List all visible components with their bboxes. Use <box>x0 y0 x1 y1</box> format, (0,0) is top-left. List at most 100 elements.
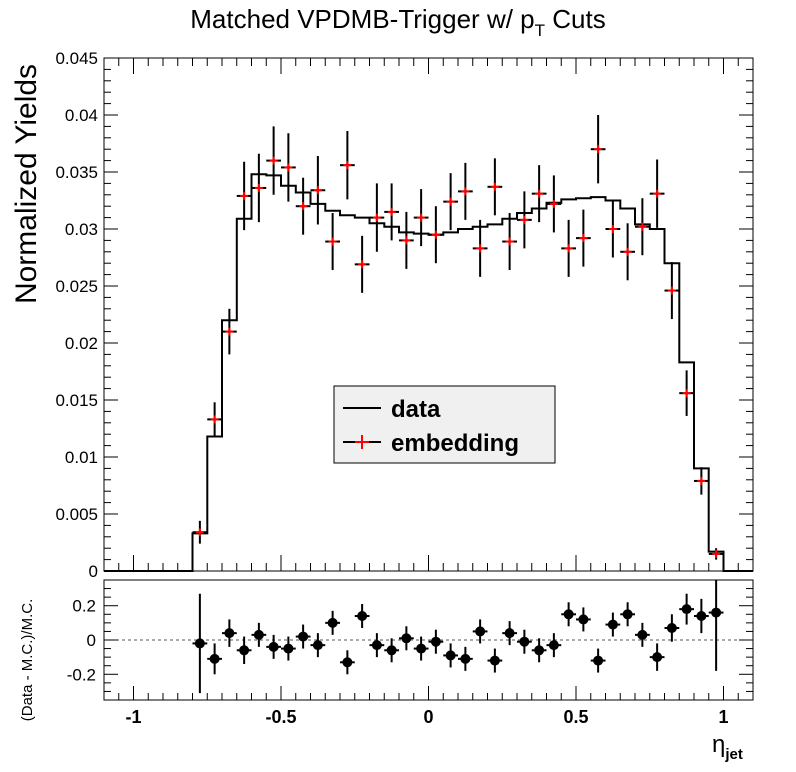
legend-box <box>333 385 556 464</box>
top-y-tick-label: 0.03 <box>65 220 98 239</box>
embedding-point <box>472 219 488 277</box>
embedding-point <box>517 191 532 249</box>
legend-data-label: data <box>391 396 441 423</box>
embedding-point <box>531 165 547 223</box>
embedding-point <box>605 200 621 258</box>
embedding-point <box>354 235 370 293</box>
ratio-marker <box>460 653 471 664</box>
embedding-point <box>502 213 517 271</box>
legend-embedding-label: embedding <box>391 430 519 457</box>
embedding-points <box>192 115 724 560</box>
embedding-point <box>443 173 458 231</box>
ratio-point <box>649 643 665 671</box>
ratio-point <box>590 648 606 673</box>
ratio-point <box>472 619 488 644</box>
ratio-marker <box>430 636 441 647</box>
ratio-point <box>487 648 503 673</box>
ratio-marker <box>357 611 368 621</box>
ratio-marker <box>386 645 397 656</box>
ratio-point <box>635 622 650 647</box>
ratio-point <box>295 624 311 649</box>
embedding-point <box>384 183 399 241</box>
embedding-point <box>679 370 694 416</box>
top-x-ticks <box>103 58 754 571</box>
ratio-marker <box>622 609 633 620</box>
ratio-point <box>236 636 252 664</box>
ratio-marker <box>209 653 220 664</box>
bottom-y-tick-label: -0.2 <box>67 665 96 684</box>
ratio-marker <box>401 633 412 644</box>
ratio-point <box>369 633 385 658</box>
ratio-point <box>413 636 429 661</box>
embedding-point <box>281 133 296 202</box>
ratio-point <box>561 602 576 627</box>
ratio-marker <box>489 655 500 666</box>
top-y-ticks: 0 0.005 0.01 0.015 0.02 0.025 0.03 0.035 0.04 0.0… <box>55 49 753 581</box>
ratio-point <box>458 646 473 671</box>
ratio-marker <box>327 617 338 628</box>
ratio-point <box>679 593 694 625</box>
top-y-tick-label: 0.005 <box>55 505 98 524</box>
top-y-tick-label: 0.015 <box>55 391 98 410</box>
ratio-marker <box>711 607 722 618</box>
ratio-marker <box>445 650 456 661</box>
ratio-point <box>502 621 517 646</box>
ratio-marker <box>416 643 427 654</box>
ratio-point <box>605 612 621 637</box>
embedding-point <box>399 211 414 269</box>
embedding-point <box>251 153 267 223</box>
embedding-point <box>222 308 237 355</box>
top-y-tick-label: 0.045 <box>55 49 98 68</box>
ratio-point <box>354 604 370 628</box>
top-y-tick-label: 0.02 <box>65 334 98 353</box>
ratio-marker <box>224 628 235 639</box>
ratio-point <box>266 634 281 659</box>
ratio-marker <box>239 645 250 656</box>
ratio-point <box>428 629 444 654</box>
embedding-point <box>590 115 606 184</box>
ratio-marker <box>268 641 279 652</box>
ratio-marker <box>593 655 604 666</box>
ratio-point <box>443 643 458 668</box>
x-tick-label: 1 <box>718 707 728 727</box>
embedding-point <box>487 158 503 216</box>
bottom-y-tick-label: 0 <box>87 631 96 650</box>
embedding-point <box>649 159 665 228</box>
ratio-marker <box>578 614 589 625</box>
ratio-marker <box>371 640 382 651</box>
embedding-point <box>458 162 473 220</box>
bottom-y-ticks: -0.2 0 0.2 <box>67 588 753 692</box>
embedding-point <box>295 177 311 235</box>
x-axis-label: ηjet <box>712 731 743 763</box>
ratio-marker <box>194 638 205 649</box>
embedding-point <box>413 189 429 247</box>
embedding-point <box>192 520 208 544</box>
y-axis-label-bottom: (Data - M.C.)/M.C. <box>19 599 36 722</box>
embedding-point <box>369 183 385 252</box>
ratio-point <box>531 638 547 663</box>
ratio-marker <box>637 629 648 640</box>
embedding-point <box>207 402 222 437</box>
embedding-point <box>236 161 252 231</box>
ratio-marker <box>283 643 294 654</box>
embedding-point <box>546 175 562 233</box>
ratio-marker <box>519 636 530 647</box>
ratio-point <box>708 580 724 671</box>
embedding-point <box>428 206 444 264</box>
ratio-marker <box>475 626 486 637</box>
ratio-point <box>576 607 591 632</box>
ratio-point <box>310 633 326 658</box>
embedding-point <box>266 126 281 195</box>
embedding-point <box>694 467 709 495</box>
ratio-marker <box>504 628 515 639</box>
top-y-tick-label: 0.025 <box>55 277 98 296</box>
bottom-x-ticks: -1 -0.5 0 0.5 1 <box>103 686 754 727</box>
ratio-point <box>664 614 680 642</box>
embedding-point <box>310 156 326 225</box>
ratio-point <box>192 593 208 694</box>
embedding-point <box>708 548 724 560</box>
top-y-tick-label: 0.01 <box>65 448 98 467</box>
x-tick-label: 0 <box>423 707 433 727</box>
x-tick-label: -1 <box>125 707 141 727</box>
ratio-points <box>192 580 724 694</box>
